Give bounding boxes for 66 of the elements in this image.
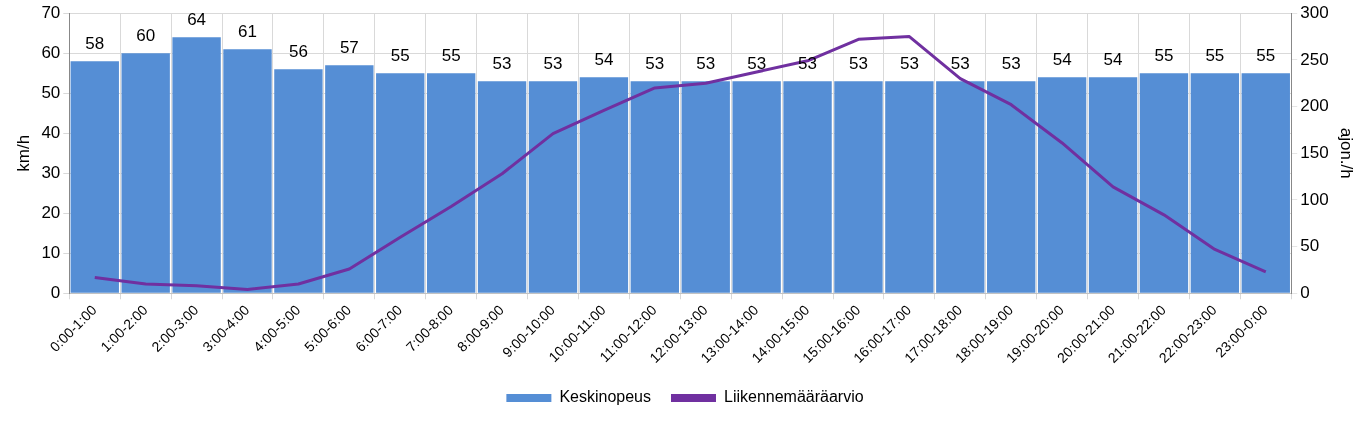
bar <box>579 77 629 293</box>
y-tick-label: 50 <box>41 82 61 102</box>
data-label: 55 <box>1205 46 1225 66</box>
data-label: 53 <box>950 54 970 74</box>
y2-tick-label: 300 <box>1300 2 1329 22</box>
bar <box>121 53 170 293</box>
bar <box>834 81 883 293</box>
data-label: 53 <box>696 54 716 74</box>
data-label: 53 <box>492 54 512 74</box>
data-label: 54 <box>594 50 614 70</box>
bar <box>325 65 374 293</box>
data-label: 55 <box>1256 46 1276 66</box>
bar <box>1037 77 1087 293</box>
data-label: 58 <box>85 34 105 54</box>
legend-label: Keskinopeus <box>559 388 651 406</box>
y2-tick-label: 250 <box>1300 49 1329 69</box>
data-label: 53 <box>899 54 919 74</box>
y-tick-label: 0 <box>50 282 61 302</box>
bar <box>1241 73 1290 293</box>
data-label: 53 <box>747 54 767 74</box>
y2-tick-label: 100 <box>1300 189 1329 209</box>
bar <box>885 81 934 293</box>
bar <box>783 81 832 293</box>
bar <box>223 49 272 293</box>
bar <box>426 73 476 293</box>
bar <box>70 61 119 293</box>
y-tick-label: 10 <box>41 242 61 262</box>
data-label: 55 <box>441 46 461 66</box>
bar <box>528 81 578 293</box>
data-label: 54 <box>1103 50 1123 70</box>
y2-tick-label: 200 <box>1300 96 1329 116</box>
bar <box>172 37 221 293</box>
bar <box>936 81 985 293</box>
bar <box>732 81 781 293</box>
data-label: 53 <box>543 54 563 74</box>
data-label: 53 <box>1001 54 1021 74</box>
y2-tick-label: 150 <box>1300 142 1329 162</box>
data-label: 64 <box>187 10 207 30</box>
legend-label: Liikennemääräarvio <box>723 388 864 406</box>
data-label: 53 <box>645 54 665 74</box>
y-axis-title: km/h <box>13 134 33 172</box>
y-tick-label: 20 <box>41 202 61 222</box>
data-label: 60 <box>136 26 156 46</box>
y2-tick-label: 50 <box>1300 236 1320 256</box>
data-label: 56 <box>288 42 308 62</box>
data-label: 53 <box>849 54 868 74</box>
bar <box>987 81 1036 293</box>
y-tick-label: 40 <box>41 122 61 142</box>
data-label: 54 <box>1052 50 1072 70</box>
bar <box>681 81 730 293</box>
bar <box>1139 73 1189 293</box>
bar <box>1190 73 1240 293</box>
bar <box>1088 77 1138 293</box>
bar <box>274 69 323 293</box>
data-label: 55 <box>1154 46 1174 66</box>
y2-tick-label: 0 <box>1300 282 1310 302</box>
data-label: 61 <box>238 22 257 42</box>
y-tick-label: 70 <box>41 2 61 22</box>
y-tick-label: 60 <box>41 42 61 62</box>
y-tick-label: 30 <box>41 162 61 182</box>
bar <box>630 81 679 293</box>
data-label: 57 <box>339 38 359 58</box>
y2-axis-title: ajon./h <box>1337 127 1357 179</box>
bar <box>477 81 527 293</box>
bar <box>376 73 425 293</box>
data-label: 55 <box>390 46 410 66</box>
